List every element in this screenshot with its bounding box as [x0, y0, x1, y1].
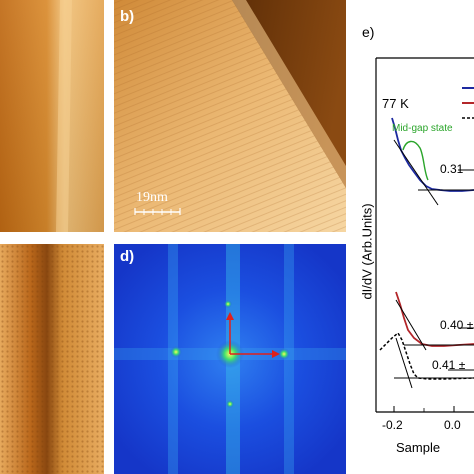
scalebar [134, 208, 181, 215]
midgap-fit [402, 140, 429, 181]
gap-label-red: 0.40 ± [440, 318, 474, 332]
panel-b-stm-image: b) 19nm [114, 0, 346, 232]
midgap-annotation: Mid-gap state [392, 123, 453, 134]
x-tick-neg02: -0.2 [382, 418, 403, 432]
panel-d-label: d) [120, 248, 135, 265]
panel-e-spectra: e) 77 K Mid-gap state 0.31 0.40 ± 0.41 ±… [348, 0, 474, 474]
temperature-label: 77 K [382, 96, 409, 111]
x-axis-label: Sample [396, 440, 441, 455]
y-axis-label: dI/dV (Arb.Units) [359, 203, 375, 300]
black-spectrum [379, 331, 474, 380]
panel-c-stm-image [0, 244, 104, 474]
blue-spectrum [391, 117, 474, 192]
panel-d-fft-image: d) [114, 244, 346, 474]
x-tick-0: 0.0 [444, 418, 461, 432]
panel-a-stm-image [0, 0, 104, 232]
gap-label-blue: 0.31 [440, 162, 464, 176]
scalebar-label: 19nm [136, 190, 168, 205]
gap-label-black: 0.41 ± [432, 358, 466, 372]
panel-e-label: e) [362, 24, 375, 40]
panel-b-label: b) [120, 8, 135, 25]
